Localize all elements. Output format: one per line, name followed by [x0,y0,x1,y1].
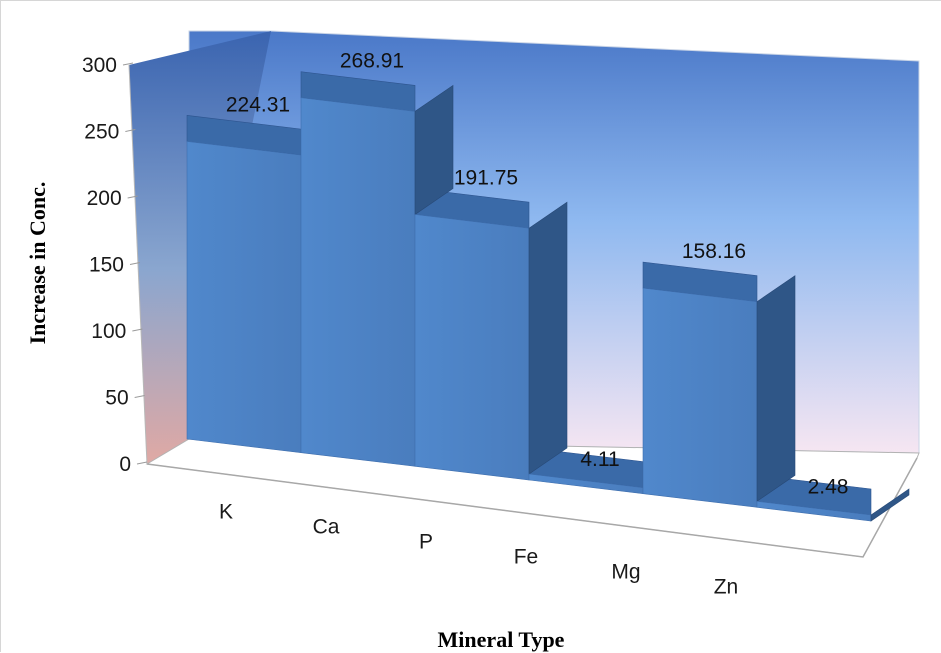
y-tick-mark [127,195,138,199]
y-axis-line [128,64,148,465]
y-axis-title: Increase in Conc. [25,182,50,345]
bar-mg [642,287,758,508]
data-label-k: 224.31 [226,93,290,116]
y-tick-mark [136,461,148,465]
y-tick-label: 0 [119,453,131,476]
x-tick-label-ca: Ca [313,516,340,539]
y-tick-label: 300 [82,54,117,77]
bar-ca [300,97,416,467]
data-label-p: 191.75 [454,167,518,190]
y-tick-label: 100 [91,320,126,343]
data-label-mg: 158.16 [682,240,746,263]
floor-front-edge [146,457,918,558]
data-label-ca: 268.91 [340,50,404,73]
y-tick-mark [122,62,134,66]
x-tick-label-mg: Mg [611,561,640,584]
y-tick-mark [134,395,145,398]
x-axis-title: Mineral Type [438,627,565,652]
x-tick-label-zn: Zn [714,576,739,599]
y-tick-label: 200 [87,187,122,210]
bar-side-mg [756,275,796,502]
x-tick-label-fe: Fe [514,546,539,569]
bar-side-p [528,201,568,475]
bar-side-ca [414,84,454,216]
y-axis: 0 50 100 150 200 250 300 [82,54,148,476]
x-tick-label-k: K [219,501,233,524]
y-tick-mark [129,262,141,265]
y-tick-mark [125,129,136,132]
x-tick-label-p: P [419,531,433,554]
data-label-fe: 4.11 [580,448,619,471]
bar-p [414,214,530,481]
y-tick-label: 150 [89,254,124,277]
data-labels: 224.31 268.91 191.75 4.11 158.16 2.48 [226,50,849,499]
y-tick-label: 50 [105,387,128,410]
bar-series [186,71,910,522]
bar-k [186,141,302,454]
data-label-zn: 2.48 [808,475,849,498]
y-tick-label: 250 [84,121,119,144]
x-axis: K Ca P Fe Mg Zn [219,501,738,599]
bar-side-zn [870,488,910,522]
y-tick-mark [132,328,143,332]
